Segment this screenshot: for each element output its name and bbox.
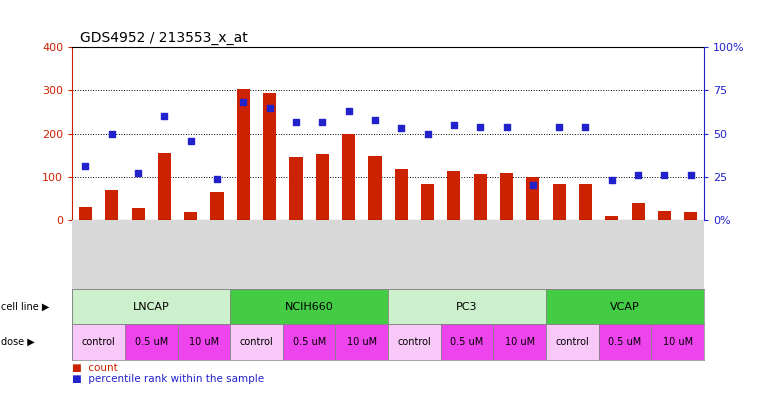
Point	[395, 125, 407, 132]
Bar	[527, 177, 540, 220]
Point	[132, 170, 144, 176]
Bar	[599, 324, 651, 360]
Bar	[283, 324, 336, 360]
Bar	[441, 324, 493, 360]
Bar	[579, 184, 592, 220]
Text: PC3: PC3	[457, 301, 478, 312]
Text: 10 uM: 10 uM	[189, 337, 219, 347]
Bar	[651, 324, 704, 360]
Bar	[184, 212, 197, 220]
Bar	[289, 156, 303, 220]
Bar	[177, 324, 230, 360]
Bar	[125, 324, 177, 360]
Text: 10 uM: 10 uM	[505, 337, 535, 347]
Bar	[72, 289, 231, 324]
Text: control: control	[397, 337, 431, 347]
Bar	[395, 169, 408, 220]
Point	[606, 177, 618, 184]
Point	[290, 118, 302, 125]
Text: LNCAP: LNCAP	[133, 301, 170, 312]
Bar	[632, 203, 645, 220]
Bar	[658, 211, 671, 220]
Bar	[263, 94, 276, 220]
Point	[185, 138, 197, 144]
Point	[501, 123, 513, 130]
Bar	[132, 208, 145, 220]
Bar	[79, 207, 92, 220]
Text: 0.5 uM: 0.5 uM	[608, 337, 642, 347]
Point	[447, 122, 460, 128]
Bar	[211, 192, 224, 220]
Point	[106, 130, 118, 137]
Point	[422, 130, 434, 137]
Point	[579, 123, 591, 130]
Text: 0.5 uM: 0.5 uM	[135, 337, 168, 347]
Text: dose ▶: dose ▶	[1, 337, 34, 347]
Bar	[72, 324, 125, 360]
Text: control: control	[556, 337, 589, 347]
Bar	[447, 171, 460, 220]
Text: control: control	[240, 337, 273, 347]
Bar	[388, 324, 441, 360]
Point	[317, 118, 329, 125]
Text: GDS4952 / 213553_x_at: GDS4952 / 213553_x_at	[80, 31, 247, 45]
Text: NCIH660: NCIH660	[285, 301, 333, 312]
Point	[237, 99, 250, 106]
Text: ■  percentile rank within the sample: ■ percentile rank within the sample	[72, 375, 264, 384]
Bar	[684, 212, 697, 220]
Text: control: control	[81, 337, 116, 347]
Bar	[388, 289, 546, 324]
Point	[632, 172, 645, 178]
Point	[211, 175, 223, 182]
Text: 10 uM: 10 uM	[663, 337, 693, 347]
Bar	[546, 289, 704, 324]
Bar	[605, 216, 619, 220]
Point	[658, 172, 670, 178]
Point	[527, 182, 539, 189]
Bar	[473, 174, 487, 220]
Text: VCAP: VCAP	[610, 301, 640, 312]
Point	[369, 117, 381, 123]
Text: 0.5 uM: 0.5 uM	[292, 337, 326, 347]
Point	[263, 105, 275, 111]
Point	[685, 172, 697, 178]
Bar	[546, 324, 599, 360]
Bar	[336, 324, 388, 360]
Point	[474, 123, 486, 130]
Bar	[158, 153, 171, 220]
Bar	[552, 184, 565, 220]
Point	[79, 163, 91, 170]
Bar	[368, 156, 381, 220]
Bar	[231, 324, 283, 360]
Bar	[105, 190, 119, 220]
Bar	[237, 89, 250, 220]
Bar	[342, 134, 355, 220]
Text: ■  count: ■ count	[72, 363, 118, 373]
Point	[158, 113, 170, 119]
Bar	[231, 289, 388, 324]
Bar	[421, 184, 435, 220]
Bar	[493, 324, 546, 360]
Text: 0.5 uM: 0.5 uM	[451, 337, 484, 347]
Text: cell line ▶: cell line ▶	[1, 301, 49, 312]
Text: 10 uM: 10 uM	[347, 337, 377, 347]
Point	[553, 123, 565, 130]
Bar	[316, 154, 329, 220]
Point	[342, 108, 355, 114]
Bar	[500, 173, 513, 220]
